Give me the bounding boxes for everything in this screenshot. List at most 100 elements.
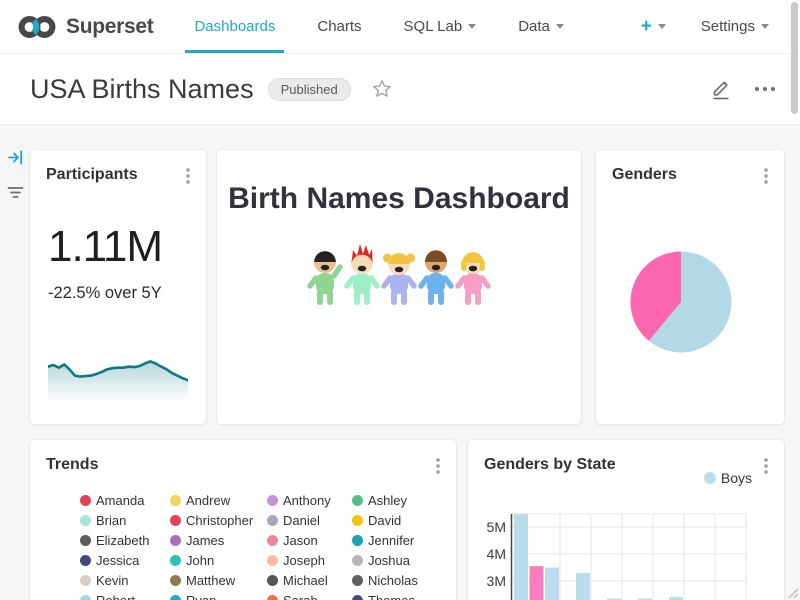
legend-item[interactable]: David	[352, 513, 432, 528]
more-actions-button[interactable]	[752, 84, 778, 94]
legend-item[interactable]: Thomas	[352, 593, 432, 600]
nav-item-charts[interactable]: Charts	[296, 0, 382, 53]
kids-illustration	[217, 242, 581, 312]
legend-swatch	[352, 495, 363, 506]
legend-item[interactable]: Robert	[80, 593, 170, 600]
arrow-to-right-icon	[7, 149, 24, 166]
legend-label: Jennifer	[368, 533, 414, 548]
legend-item[interactable]: Nicholas	[352, 573, 432, 588]
card-header: Trends	[30, 440, 456, 479]
nav-label: Charts	[317, 18, 361, 35]
kebab-menu-icon	[186, 168, 190, 184]
filter-rail	[0, 125, 30, 600]
settings-menu[interactable]: Settings	[680, 0, 790, 53]
legend-item[interactable]: Jessica	[80, 553, 170, 568]
legend-item[interactable]: Elizabeth	[80, 533, 170, 548]
dashboard-canvas: Participants 1.11M -22.5% over 5Y	[0, 125, 800, 600]
legend-label: Jessica	[96, 553, 139, 568]
published-badge[interactable]: Published	[268, 78, 351, 101]
legend-label: Anthony	[283, 493, 331, 508]
header-actions	[708, 75, 778, 103]
caret-down-icon	[761, 24, 769, 29]
caret-down-icon	[556, 24, 564, 29]
legend-item[interactable]: Ryan	[170, 593, 267, 600]
nav-item-data[interactable]: Data	[497, 0, 585, 53]
chart-menu-button[interactable]	[180, 166, 196, 189]
svg-text:4M: 4M	[487, 546, 506, 562]
nav-right: + Settings	[627, 0, 800, 53]
legend-swatch	[352, 575, 363, 586]
legend-label: Jason	[283, 533, 318, 548]
legend-swatch	[352, 515, 363, 526]
chart-title: Participants	[46, 166, 138, 184]
nav-label: Data	[518, 18, 550, 35]
legend-swatch	[80, 495, 91, 506]
resize-handle-icon[interactable]	[783, 583, 799, 599]
legend-item[interactable]: Daniel	[267, 513, 352, 528]
legend-item[interactable]: Michael	[267, 573, 352, 588]
trends-chart-card: Trends Amanda Andrew Anthony Ashley Brian Chr…	[30, 440, 456, 600]
legend-label: Robert	[96, 593, 135, 600]
legend-item[interactable]: Joseph	[267, 553, 352, 568]
legend-item[interactable]: Christopher	[170, 513, 267, 528]
edit-dashboard-button[interactable]	[708, 75, 734, 103]
legend-swatch	[267, 555, 278, 566]
superset-logo[interactable]: Superset	[0, 13, 173, 41]
legend-label: Joshua	[368, 553, 410, 568]
legend-swatch	[170, 515, 181, 526]
nav-label: Dashboards	[194, 18, 275, 35]
legend-item[interactable]: Anthony	[267, 493, 352, 508]
ellipsis-icon	[754, 86, 776, 92]
legend-item[interactable]: Matthew	[170, 573, 267, 588]
kebab-menu-icon	[436, 458, 440, 474]
legend-item[interactable]: Brian	[80, 513, 170, 528]
legend-item[interactable]: Joshua	[352, 553, 432, 568]
legend-item[interactable]: Amanda	[80, 493, 170, 508]
legend-swatch	[80, 515, 91, 526]
legend-label: Thomas	[368, 593, 415, 600]
brand-name: Superset	[66, 15, 153, 39]
nav-item-dashboards[interactable]: Dashboards	[173, 0, 296, 53]
legend-item[interactable]: Jennifer	[352, 533, 432, 548]
chart-menu-button[interactable]	[430, 456, 446, 479]
filter-button[interactable]	[5, 184, 26, 202]
legend-swatch	[170, 595, 181, 600]
legend-swatch	[80, 575, 91, 586]
big-number-value: 1.11M	[48, 222, 162, 272]
page-title[interactable]: USA Births Names	[30, 74, 254, 105]
legend-label: James	[186, 533, 224, 548]
legend-swatch	[352, 595, 363, 600]
legend-label: Brian	[96, 513, 126, 528]
legend-swatch	[170, 535, 181, 546]
legend-swatch	[80, 595, 91, 600]
legend-label: Boys	[721, 470, 752, 486]
legend-label: Amanda	[96, 493, 144, 508]
chart-title: Trends	[46, 456, 98, 474]
svg-text:3M: 3M	[487, 573, 506, 589]
legend-item[interactable]: Sarah	[267, 593, 352, 600]
svg-text:5M: 5M	[487, 519, 506, 535]
legend-item[interactable]: Jason	[267, 533, 352, 548]
legend-item[interactable]: James	[170, 533, 267, 548]
favorite-star-button[interactable]	[371, 78, 393, 100]
legend-item[interactable]: Andrew	[170, 493, 267, 508]
legend-item[interactable]: Ashley	[352, 493, 432, 508]
legend-item[interactable]: Kevin	[80, 573, 170, 588]
legend-swatch	[170, 575, 181, 586]
new-item-button[interactable]: +	[627, 0, 680, 53]
expand-filter-bar-button[interactable]	[5, 147, 26, 168]
legend-item-boys[interactable]: Boys	[704, 470, 752, 486]
legend-item[interactable]: John	[170, 553, 267, 568]
superset-app: Superset Dashboards Charts SQL Lab Data …	[0, 0, 800, 600]
chart-menu-button[interactable]	[758, 456, 774, 479]
legend-swatch	[267, 575, 278, 586]
legend-swatch	[267, 495, 278, 506]
legend-swatch	[170, 555, 181, 566]
settings-label: Settings	[701, 18, 755, 35]
nav-item-sql-lab[interactable]: SQL Lab	[383, 0, 498, 53]
nav-label: SQL Lab	[404, 18, 463, 35]
genders-by-state-chart-card: Genders by State Boys 5M 4M 3M	[468, 440, 784, 600]
vertical-scrollbar-thumb[interactable]	[791, 2, 798, 114]
legend-label: Ashley	[368, 493, 407, 508]
chart-title: Genders by State	[484, 456, 616, 474]
